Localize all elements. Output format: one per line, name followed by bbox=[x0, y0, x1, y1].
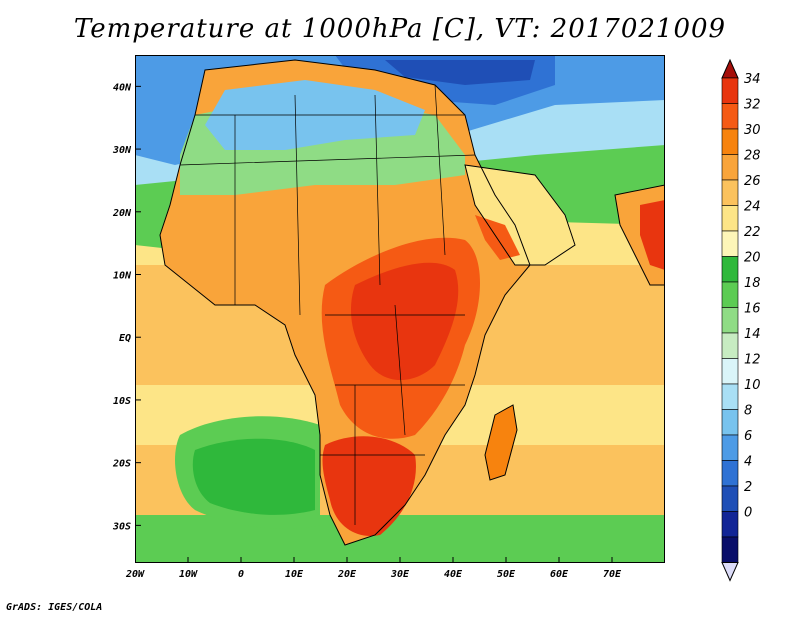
colorbar-level-label: 0 bbox=[744, 506, 752, 521]
colorbar-level-label: 12 bbox=[744, 353, 761, 368]
colorbar-level-label: 22 bbox=[744, 225, 761, 240]
lon-tick-label: 20E bbox=[337, 569, 357, 580]
lon-tick-label: 10W bbox=[179, 569, 198, 580]
colorbar-swatch bbox=[721, 358, 739, 385]
colorbar-level-label: 16 bbox=[744, 302, 761, 317]
colorbar-level-label: 20 bbox=[744, 251, 761, 266]
hot-core-southern-africa bbox=[322, 436, 416, 536]
colorbar-level-label: 28 bbox=[744, 149, 761, 164]
lon-tick-label: 40E bbox=[444, 569, 463, 580]
colorbar-level-label: 6 bbox=[744, 429, 752, 444]
colorbar-swatch bbox=[721, 536, 739, 563]
lat-tick-label: 40N bbox=[113, 82, 132, 93]
colorbar-swatch bbox=[721, 383, 739, 410]
colorbar-level-label: 32 bbox=[744, 98, 761, 113]
lon-tick-label: 20W bbox=[125, 569, 145, 580]
latitude-ticks bbox=[135, 85, 141, 526]
chart-title: Temperature at 1000hPa [C], VT: 20170210… bbox=[73, 14, 727, 44]
lat-tick-label: 10N bbox=[113, 271, 132, 282]
india-hot bbox=[640, 200, 665, 270]
colorbar-swatch bbox=[721, 103, 739, 130]
colorbar-level-label: 24 bbox=[744, 200, 761, 215]
colorbar-level-label: 34 bbox=[744, 72, 761, 87]
colorbar-level-label: 4 bbox=[744, 455, 752, 470]
lat-tick-label: 20S bbox=[112, 459, 131, 470]
madagascar-coastline bbox=[484, 404, 518, 481]
colorbar-swatch bbox=[721, 179, 739, 206]
lon-tick-label: 0 bbox=[238, 569, 244, 580]
north-cold-core bbox=[385, 60, 535, 85]
lat-tick-label: EQ bbox=[119, 333, 131, 344]
lat-tick-label: 10S bbox=[113, 396, 131, 407]
colorbar-swatch bbox=[721, 230, 739, 257]
colorbar-level-label: 30 bbox=[744, 123, 761, 138]
hot-core-central bbox=[350, 262, 459, 380]
southern-ocean-cool-band bbox=[135, 515, 665, 563]
colorbar-swatch bbox=[721, 460, 739, 487]
lat-tick-label: 20N bbox=[112, 208, 132, 219]
lon-tick-label: 10E bbox=[285, 569, 304, 580]
colorbar-swatch bbox=[721, 281, 739, 308]
colorbar-swatch bbox=[721, 332, 739, 359]
colorbar-swatch bbox=[721, 205, 739, 232]
lon-tick-label: 70E bbox=[603, 569, 622, 580]
colorbar-swatch bbox=[721, 128, 739, 155]
colorbar-swatch bbox=[721, 307, 739, 334]
latitude-labels: 40N 30N 20N 10N EQ 10S 20S 30S bbox=[112, 82, 132, 532]
colorbar-level-label: 14 bbox=[744, 327, 761, 342]
colorbar-level-label: 18 bbox=[744, 276, 761, 291]
country-borders bbox=[179, 84, 476, 525]
lat-tick-label: 30S bbox=[112, 521, 131, 532]
colorbar-swatch bbox=[721, 154, 739, 181]
india-coastline bbox=[614, 184, 665, 286]
temperature-map bbox=[135, 55, 665, 563]
africa-coastline bbox=[159, 59, 531, 546]
lon-tick-label: 30E bbox=[390, 569, 410, 580]
colorbar-swatch bbox=[721, 256, 739, 283]
lon-tick-label: 60E bbox=[550, 569, 569, 580]
colorbar-swatch bbox=[721, 485, 739, 512]
colorbar-swatch bbox=[721, 77, 739, 104]
arabia-coastline bbox=[464, 164, 576, 266]
grads-credit: GrADS: IGES/COLA bbox=[6, 602, 103, 613]
colorbar-level-label: 8 bbox=[744, 404, 752, 419]
lon-tick-label: 50E bbox=[497, 569, 516, 580]
colorbar-swatch bbox=[721, 511, 739, 538]
south-atlantic-green-pool bbox=[192, 438, 315, 515]
colorbar-swatch bbox=[721, 434, 739, 461]
colorbar-swatch bbox=[721, 409, 739, 436]
colorbar-level-label: 26 bbox=[744, 174, 761, 189]
longitude-ticks bbox=[135, 557, 613, 563]
colorbar-level-label: 2 bbox=[744, 480, 752, 495]
arabia-hot bbox=[475, 215, 520, 260]
colorbar-under-arrow bbox=[721, 562, 739, 582]
colorbar-over-arrow bbox=[721, 58, 739, 79]
longitude-labels: 20W 10W 0 10E 20E 30E 40E 50E 60E 70E bbox=[125, 569, 622, 580]
colorbar-level-label: 10 bbox=[744, 378, 761, 393]
lat-tick-label: 30N bbox=[112, 145, 132, 156]
